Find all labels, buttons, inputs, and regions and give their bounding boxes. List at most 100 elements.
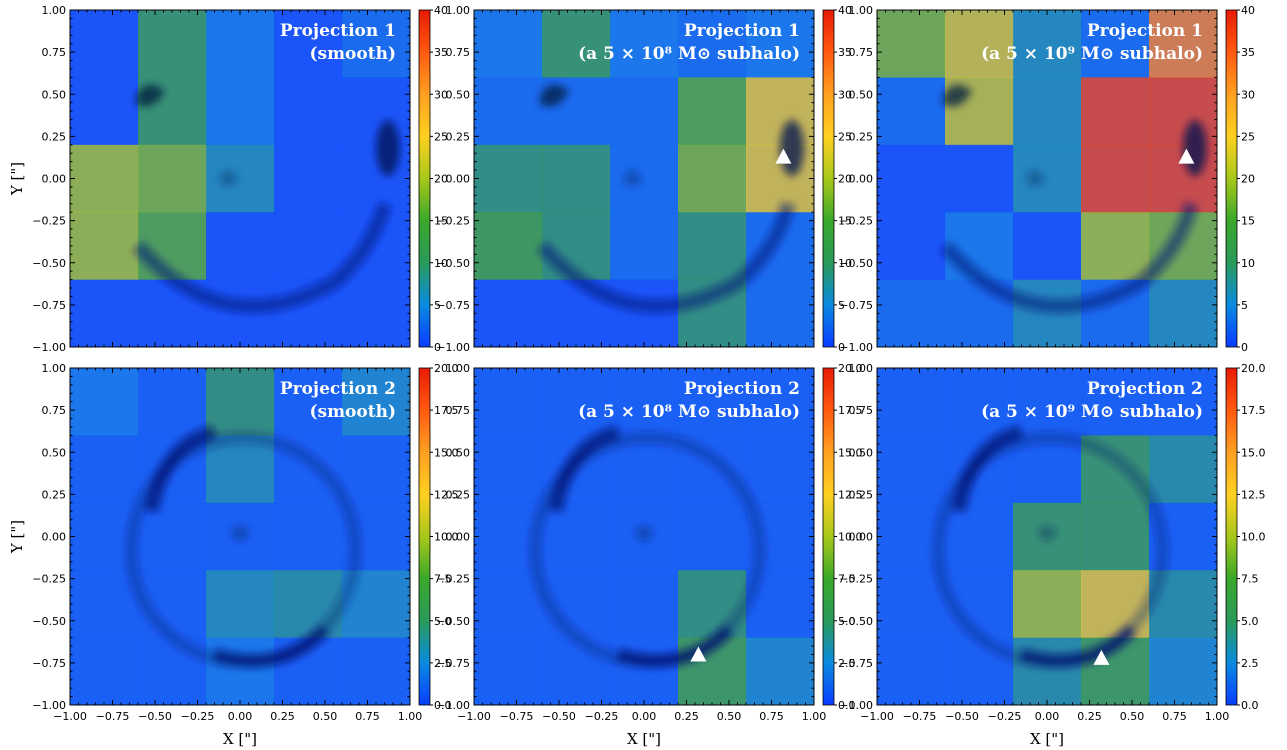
colorbar-tick-label: 0.0 bbox=[434, 699, 452, 712]
colorbar-tick-label: 17.5 bbox=[434, 404, 459, 417]
x-tick-label: 0.50 bbox=[717, 710, 742, 723]
heatmap-cell bbox=[1013, 77, 1082, 146]
colorbar-tick-label: 20.0 bbox=[1241, 362, 1266, 375]
y-tick-label: 0.75 bbox=[446, 404, 471, 417]
colorbar-tick-label: 20 bbox=[434, 173, 448, 186]
heatmap-cell bbox=[877, 570, 946, 639]
y-tick-label: −0.75 bbox=[839, 299, 873, 312]
colorbar-tick-label: 15.0 bbox=[838, 446, 863, 459]
heatmap-cell bbox=[474, 570, 543, 639]
colorbar-tick-label: 40 bbox=[838, 4, 852, 17]
x-tick-label: −0.25 bbox=[181, 710, 215, 723]
x-tick-label: 0.75 bbox=[1162, 710, 1187, 723]
heatmap-cell bbox=[678, 77, 747, 146]
heatmap-cell bbox=[1081, 10, 1150, 78]
heatmap-cell bbox=[70, 368, 139, 436]
heatmap-cell bbox=[1013, 570, 1082, 639]
lens-arc bbox=[1019, 624, 1137, 668]
lens-core bbox=[635, 525, 653, 542]
y-tick-label: 0.00 bbox=[42, 173, 67, 186]
colorbar-tick-label: 20.0 bbox=[838, 362, 863, 375]
heatmap-cell bbox=[206, 570, 275, 639]
y-tick-label: −0.50 bbox=[436, 615, 470, 628]
x-tick-label: 0.50 bbox=[1120, 710, 1145, 723]
subhalo-marker bbox=[1178, 148, 1195, 164]
lens-arcs bbox=[529, 425, 766, 669]
colorbar-tick-label: 15.0 bbox=[1241, 446, 1266, 459]
y-tick-label: −0.25 bbox=[839, 215, 873, 228]
x-tick-label: 0.25 bbox=[1077, 710, 1102, 723]
lens-arc bbox=[616, 624, 734, 668]
axis-labels: Y ["] Y ["] X ["] X ["] X ["] bbox=[8, 162, 1064, 748]
y-tick-label: 1.00 bbox=[849, 362, 874, 375]
heatmap-cell bbox=[746, 435, 815, 504]
colorbar-tick-label: 10 bbox=[1241, 257, 1255, 270]
heatmap-panel: 1.00 0.75 0.50 0.25 0.00 −0.25 −0.50 −0.75 −1.00… bbox=[32, 362, 458, 723]
heatmap-cell bbox=[1081, 212, 1150, 281]
y-tick-label: 0.50 bbox=[446, 446, 471, 459]
y-tick-label: 0.50 bbox=[849, 88, 874, 101]
heatmap-cell bbox=[342, 435, 411, 504]
colorbar-tick-label: 5 bbox=[838, 299, 845, 312]
heatmap-cell bbox=[342, 368, 411, 436]
heatmap-panel: 1.00 0.75 0.50 0.25 0.00 −0.25 −0.50 −0.75 −1.00… bbox=[839, 4, 1255, 354]
colorbar-tick-label: 7.5 bbox=[1241, 573, 1259, 586]
colorbar-tick-label: 40 bbox=[1241, 4, 1255, 17]
panel-title-line2: (a 5 × 10⁹ M⊙ subhalo) bbox=[981, 402, 1203, 422]
y-tick-label: −1.00 bbox=[839, 341, 873, 354]
colorbar-tick-label: 0 bbox=[838, 341, 845, 354]
heatmap-cell bbox=[542, 502, 611, 571]
x-tick-label: 1.00 bbox=[802, 710, 827, 723]
heatmap-cell bbox=[877, 368, 946, 436]
lens-arc bbox=[134, 84, 166, 107]
heatmap-cell bbox=[342, 144, 411, 213]
heatmap-cell bbox=[610, 212, 679, 281]
panel-title-line1: Projection 1 bbox=[1087, 21, 1203, 41]
heatmap-cell bbox=[474, 212, 543, 281]
heatmap-cell bbox=[138, 212, 207, 281]
colorbar-tick-label: 10.0 bbox=[434, 531, 459, 544]
colorbar-tick-label: 20.0 bbox=[434, 362, 459, 375]
colorbar-tick-label: 25 bbox=[434, 130, 448, 143]
y-tick-label: −0.75 bbox=[32, 299, 66, 312]
heatmap-cell bbox=[1013, 637, 1082, 706]
y-tick-label: 0.50 bbox=[849, 446, 874, 459]
heatmap-cell bbox=[206, 10, 275, 78]
heatmap-cell bbox=[945, 10, 1014, 78]
heatmap-cell bbox=[610, 368, 679, 436]
colorbar-tick-label: 5.0 bbox=[1241, 615, 1259, 628]
lens-core bbox=[623, 170, 642, 187]
heatmap-cell bbox=[746, 637, 815, 706]
x-tick-label: 0.00 bbox=[228, 710, 253, 723]
heatmap-cell bbox=[1081, 144, 1150, 213]
lens-arcs bbox=[536, 84, 804, 314]
colorbar-tick-label: 2.5 bbox=[434, 657, 452, 670]
heatmap-cell bbox=[610, 570, 679, 639]
y-tick-label: 1.00 bbox=[446, 362, 471, 375]
x-tick-label: 1.00 bbox=[398, 710, 423, 723]
heatmap-cell bbox=[1081, 368, 1150, 436]
lens-arc bbox=[779, 120, 804, 177]
y-tick-label: −0.75 bbox=[436, 299, 470, 312]
heatmap-cell bbox=[474, 637, 543, 706]
colorbar-tick-label: 2.5 bbox=[838, 657, 856, 670]
panel-title-line1: Projection 2 bbox=[1087, 379, 1203, 399]
y-tick-label: 0.75 bbox=[849, 404, 874, 417]
x-tick-label: −1.00 bbox=[860, 710, 894, 723]
x-tick-label: 0.75 bbox=[355, 710, 380, 723]
heatmap-cell bbox=[274, 10, 343, 78]
x-tick-label: −1.00 bbox=[457, 710, 491, 723]
lens-arcs bbox=[132, 84, 400, 314]
heatmap-panel: 1.00 0.75 0.50 0.25 0.00 −0.25 −0.50 −0.75 −1.00… bbox=[839, 362, 1265, 723]
heatmap-cell bbox=[678, 368, 747, 436]
heatmap-cell bbox=[542, 368, 611, 436]
colorbar-tick-label: 0.0 bbox=[1241, 699, 1259, 712]
y-tick-label: 0.50 bbox=[42, 88, 67, 101]
lens-arc bbox=[951, 425, 1024, 513]
panel-title-line2: (a 5 × 10⁸ M⊙ subhalo) bbox=[578, 44, 800, 64]
y-tick-label: 1.00 bbox=[849, 4, 874, 17]
heatmap-cell bbox=[1013, 279, 1082, 348]
y-tick-label: 1.00 bbox=[42, 362, 67, 375]
heatmap-cell bbox=[746, 368, 815, 436]
